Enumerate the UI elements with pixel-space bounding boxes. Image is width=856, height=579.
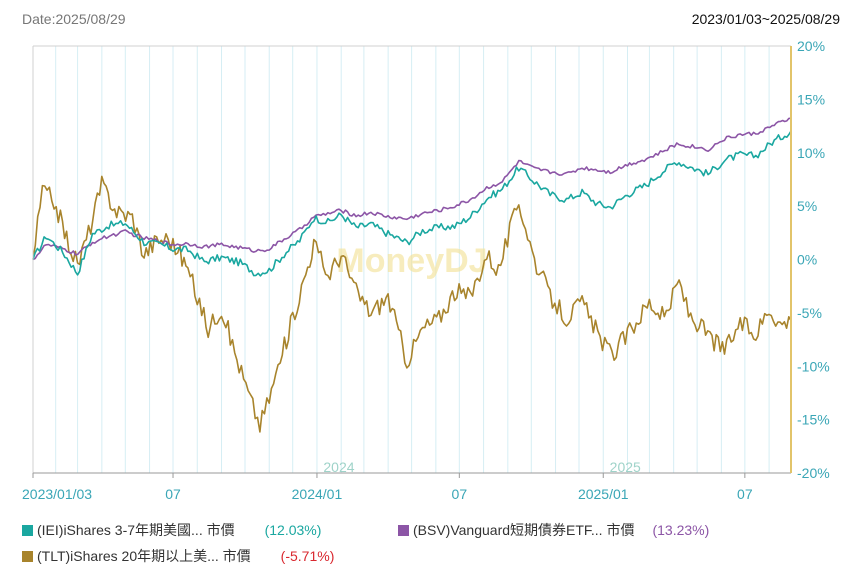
chart-axes	[32, 45, 792, 474]
x-tick-label-2: 2024/01	[292, 486, 343, 502]
x-tick-label-5: 07	[737, 486, 753, 502]
y-tick-labels: 20% 15% 10% 5% 0% -5% -10% -15% -20%	[797, 38, 830, 481]
legend-item-iei[interactable]: (IEI)iShares 3-7年期美國... 市價 (12.03%)	[22, 520, 321, 540]
y-tick-label-0: 20%	[797, 38, 825, 54]
legend-value-iei: (12.03%)	[264, 522, 322, 538]
performance-line-chart: MoneyDJ 2024 2025 20% 15% 10% 5% 0% -5% -10% -15…	[22, 38, 830, 502]
legend-label-tlt: (TLT)iShares 20年期以上美... 市價	[37, 548, 251, 564]
y-tick-label-4: 0%	[797, 252, 817, 268]
series-line-tlt	[32, 175, 792, 433]
legend-item-tlt[interactable]: (TLT)iShares 20年期以上美... 市價 (-5.71%)	[22, 546, 334, 566]
y-tick-label-5: -5%	[797, 305, 822, 321]
year-label-2024: 2024	[323, 459, 354, 475]
legend-item-bsv[interactable]: (BSV)Vanguard短期債券ETF... 市價 (13.23%)	[398, 520, 709, 540]
x-tick-label-4: 2025/01	[578, 486, 629, 502]
legend-swatch-bsv	[398, 525, 409, 536]
date-range-label: 2023/01/03~2025/08/29	[691, 11, 840, 27]
legend-label-bsv: (BSV)Vanguard短期債券ETF... 市價	[413, 522, 635, 538]
chart-grid	[55, 46, 770, 473]
legend-label-iei: (IEI)iShares 3-7年期美國... 市價	[37, 522, 235, 538]
legend-value-bsv: (13.23%)	[652, 522, 710, 538]
series-lines	[32, 117, 792, 433]
year-labels: 2024 2025	[323, 459, 641, 475]
y-tick-label-2: 10%	[797, 145, 825, 161]
legend-value-tlt: (-5.71%)	[280, 548, 335, 564]
legend-swatch-tlt	[22, 551, 33, 562]
y-tick-label-8: -20%	[797, 465, 830, 481]
y-tick-label-6: -10%	[797, 358, 830, 374]
x-tick-labels: 2023/01/03 07 2024/01 07 2025/01 07	[22, 473, 753, 502]
x-tick-label-1: 07	[165, 486, 181, 502]
x-tick-label-3: 07	[452, 486, 468, 502]
y-tick-label-3: 5%	[797, 198, 817, 214]
series-line-iei	[32, 130, 792, 277]
watermark-text: MoneyDJ	[336, 242, 487, 280]
y-tick-label-7: -15%	[797, 412, 830, 428]
x-tick-label-0: 2023/01/03	[22, 486, 92, 502]
year-label-2025: 2025	[610, 459, 641, 475]
legend-swatch-iei	[22, 525, 33, 536]
date-label: Date:2025/08/29	[22, 11, 126, 27]
y-tick-label-1: 15%	[797, 91, 825, 107]
